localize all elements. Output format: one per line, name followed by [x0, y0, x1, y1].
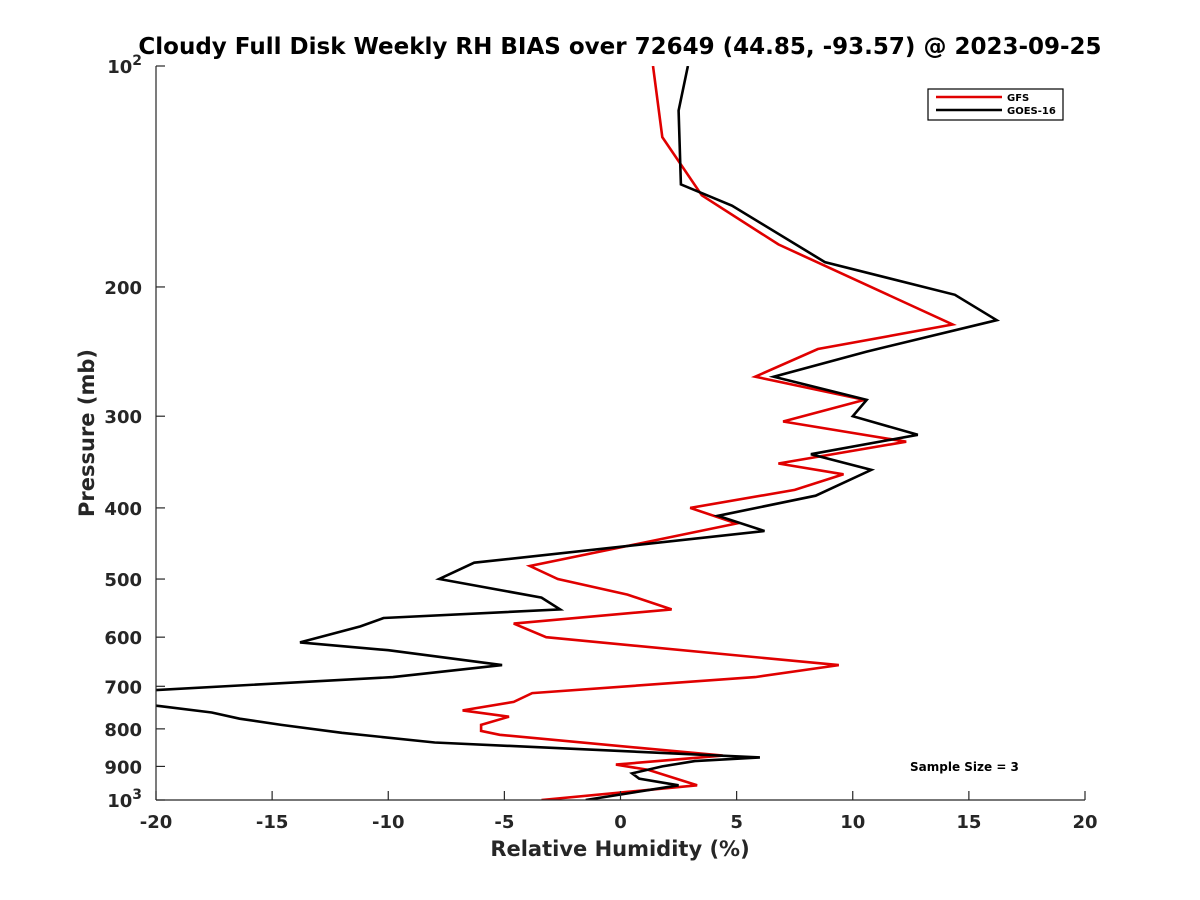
x-tick-label: 5: [730, 812, 743, 833]
y-tick-label: 300: [104, 407, 142, 428]
y-tick-label: 700: [104, 677, 142, 698]
y-tick-label: 102: [107, 53, 142, 78]
x-tick-label: -10: [372, 812, 405, 833]
chart-title: Cloudy Full Disk Weekly RH BIAS over 726…: [138, 34, 1101, 60]
series-line-goes16: [156, 66, 1001, 800]
y-tick-label: 600: [104, 628, 142, 649]
x-tick-label: 20: [1072, 812, 1097, 833]
series-layer: [156, 66, 1001, 800]
y-tick-label: 400: [104, 499, 142, 520]
axes-layer: -20 -15 -10 -5 0 5 10 15 20 102 200 300 400 500 600 700…: [104, 53, 1097, 833]
x-tick-label: -15: [256, 812, 289, 833]
legend: GFS GOES-16: [927, 88, 1064, 121]
legend-label-gfs: GFS: [1007, 93, 1029, 104]
y-tick-label: 200: [104, 278, 142, 299]
legend-label-goes16: GOES-16: [1007, 106, 1056, 117]
y-tick-label: 800: [104, 720, 142, 741]
x-tick-label: -5: [494, 812, 514, 833]
x-axis-label: Relative Humidity (%): [490, 837, 749, 861]
x-tick-label: 15: [956, 812, 981, 833]
x-tick-label: -20: [140, 812, 173, 833]
y-axis-label: Pressure (mb): [75, 349, 99, 517]
y-tick-label: 900: [104, 757, 142, 778]
legend-box: [927, 88, 1064, 121]
y-tick-label: 500: [104, 570, 142, 591]
sample-size-annotation: Sample Size = 3: [910, 760, 1019, 774]
x-tick-label: 0: [614, 812, 627, 833]
y-tick-label: 103: [107, 787, 142, 812]
x-tick-label: 10: [840, 812, 865, 833]
series-line-gfs: [462, 66, 957, 800]
